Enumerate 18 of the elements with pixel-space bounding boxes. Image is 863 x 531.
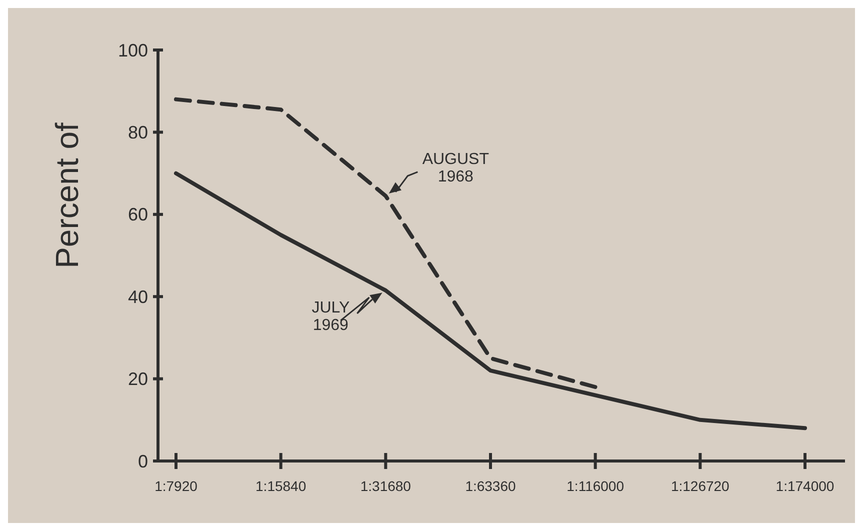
x-tick-label: 1:174000 [776, 478, 834, 494]
x-tick-label: 1:15840 [256, 478, 306, 494]
y-tick-label: 40 [128, 286, 148, 307]
x-tick-label: 1:63360 [465, 478, 516, 494]
y-axis-title: Percent of [49, 122, 85, 268]
line-series [174, 171, 807, 430]
x-tick-label: 1:116000 [566, 478, 624, 494]
line-series [174, 97, 598, 390]
y-tick-label: 0 [138, 451, 148, 472]
x-tick-label: 1:126720 [670, 478, 730, 494]
y-tick-label: 80 [128, 122, 148, 142]
x-tick-label: 1:31680 [360, 478, 412, 494]
series-label: JULY 1969 [312, 299, 350, 334]
x-tick-label: 1:7920 [154, 478, 198, 494]
y-tick-label: 100 [118, 40, 148, 60]
text: AUGUST 1968 [422, 150, 490, 186]
y-tick-label: 60 [128, 204, 148, 225]
y-tick-label: 20 [128, 369, 148, 390]
